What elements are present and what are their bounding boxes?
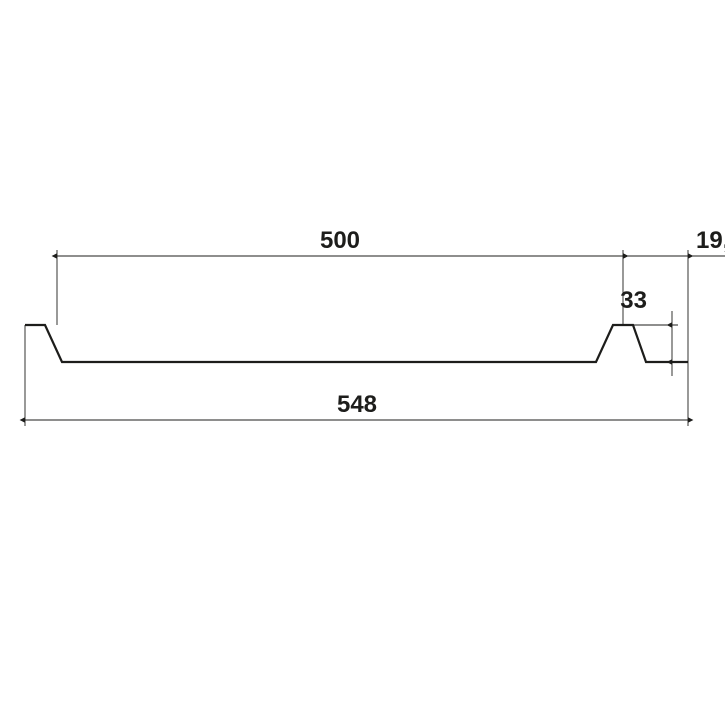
drawing-canvas: 500 548 33 19,3 <box>0 0 725 725</box>
sheet-profile <box>25 325 688 362</box>
dim-label-bottom: 548 <box>337 391 377 418</box>
dim-label-overhang: 19,3 <box>696 227 725 254</box>
dim-label-top: 500 <box>320 227 360 254</box>
dim-label-height: 33 <box>620 287 647 314</box>
technical-drawing: 500 548 33 19,3 <box>0 0 725 725</box>
